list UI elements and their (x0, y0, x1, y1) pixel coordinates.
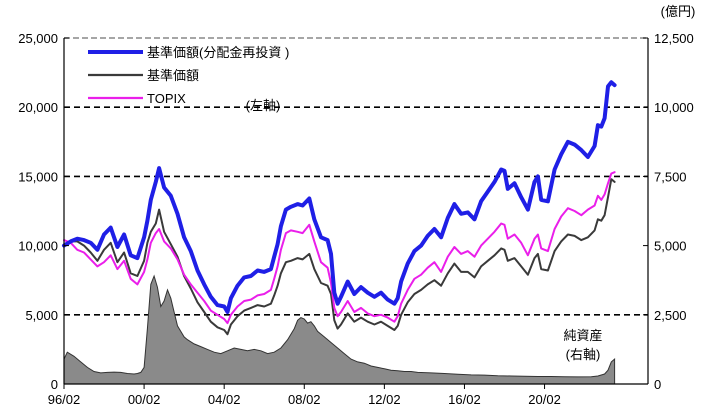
series-lines (62, 80, 617, 336)
legend-label-nav: 基準価額 (147, 68, 199, 83)
left-tick-label: 20,000 (18, 100, 58, 115)
x-tick-label: 20/02 (528, 392, 561, 407)
right-axis-unit-label: (億円) (661, 4, 696, 19)
series-line-topix (63, 171, 616, 325)
series-line-nav (63, 178, 616, 336)
legend-label-topix: TOPIX (147, 91, 186, 106)
x-tick-label: 08/02 (288, 392, 321, 407)
series-area-net-assets (63, 274, 616, 385)
x-tick-label: 16/02 (448, 392, 481, 407)
left-tick-label: 0 (51, 377, 58, 392)
x-tick-label: 12/02 (368, 392, 401, 407)
legend: 基準価額(分配金再投資 ) 基準価額 TOPIX (88, 45, 289, 106)
series-line-reinvested (62, 80, 617, 314)
right-tick-label: 10,000 (654, 100, 694, 115)
right-tick-label: 2,500 (654, 308, 687, 323)
right-tick-label: 5,000 (654, 239, 687, 254)
grid-lines (64, 37, 648, 316)
left-tick-label: 25,000 (18, 31, 58, 46)
right-tick-label: 12,500 (654, 31, 694, 46)
area-label-line2: (右軸) (566, 347, 601, 362)
x-tick-label: 96/02 (48, 392, 81, 407)
net-assets-area (63, 274, 616, 385)
left-axis-note: (左軸) (246, 98, 281, 113)
right-tick-label: 7,500 (654, 169, 687, 184)
left-tick-label: 10,000 (18, 239, 58, 254)
right-tick-label: 0 (654, 377, 661, 392)
left-tick-label: 15,000 (18, 169, 58, 184)
x-tick-label: 04/02 (208, 392, 241, 407)
x-tick-label: 00/02 (128, 392, 161, 407)
area-label-line1: 純資産 (563, 328, 602, 343)
legend-label-reinvested: 基準価額(分配金再投資 ) (147, 45, 289, 60)
axes (63, 37, 649, 389)
left-tick-label: 5,000 (25, 308, 58, 323)
tick-labels: 0 5,000 10,000 15,000 20,000 25,000 0 2,500 5,00… (18, 31, 694, 407)
